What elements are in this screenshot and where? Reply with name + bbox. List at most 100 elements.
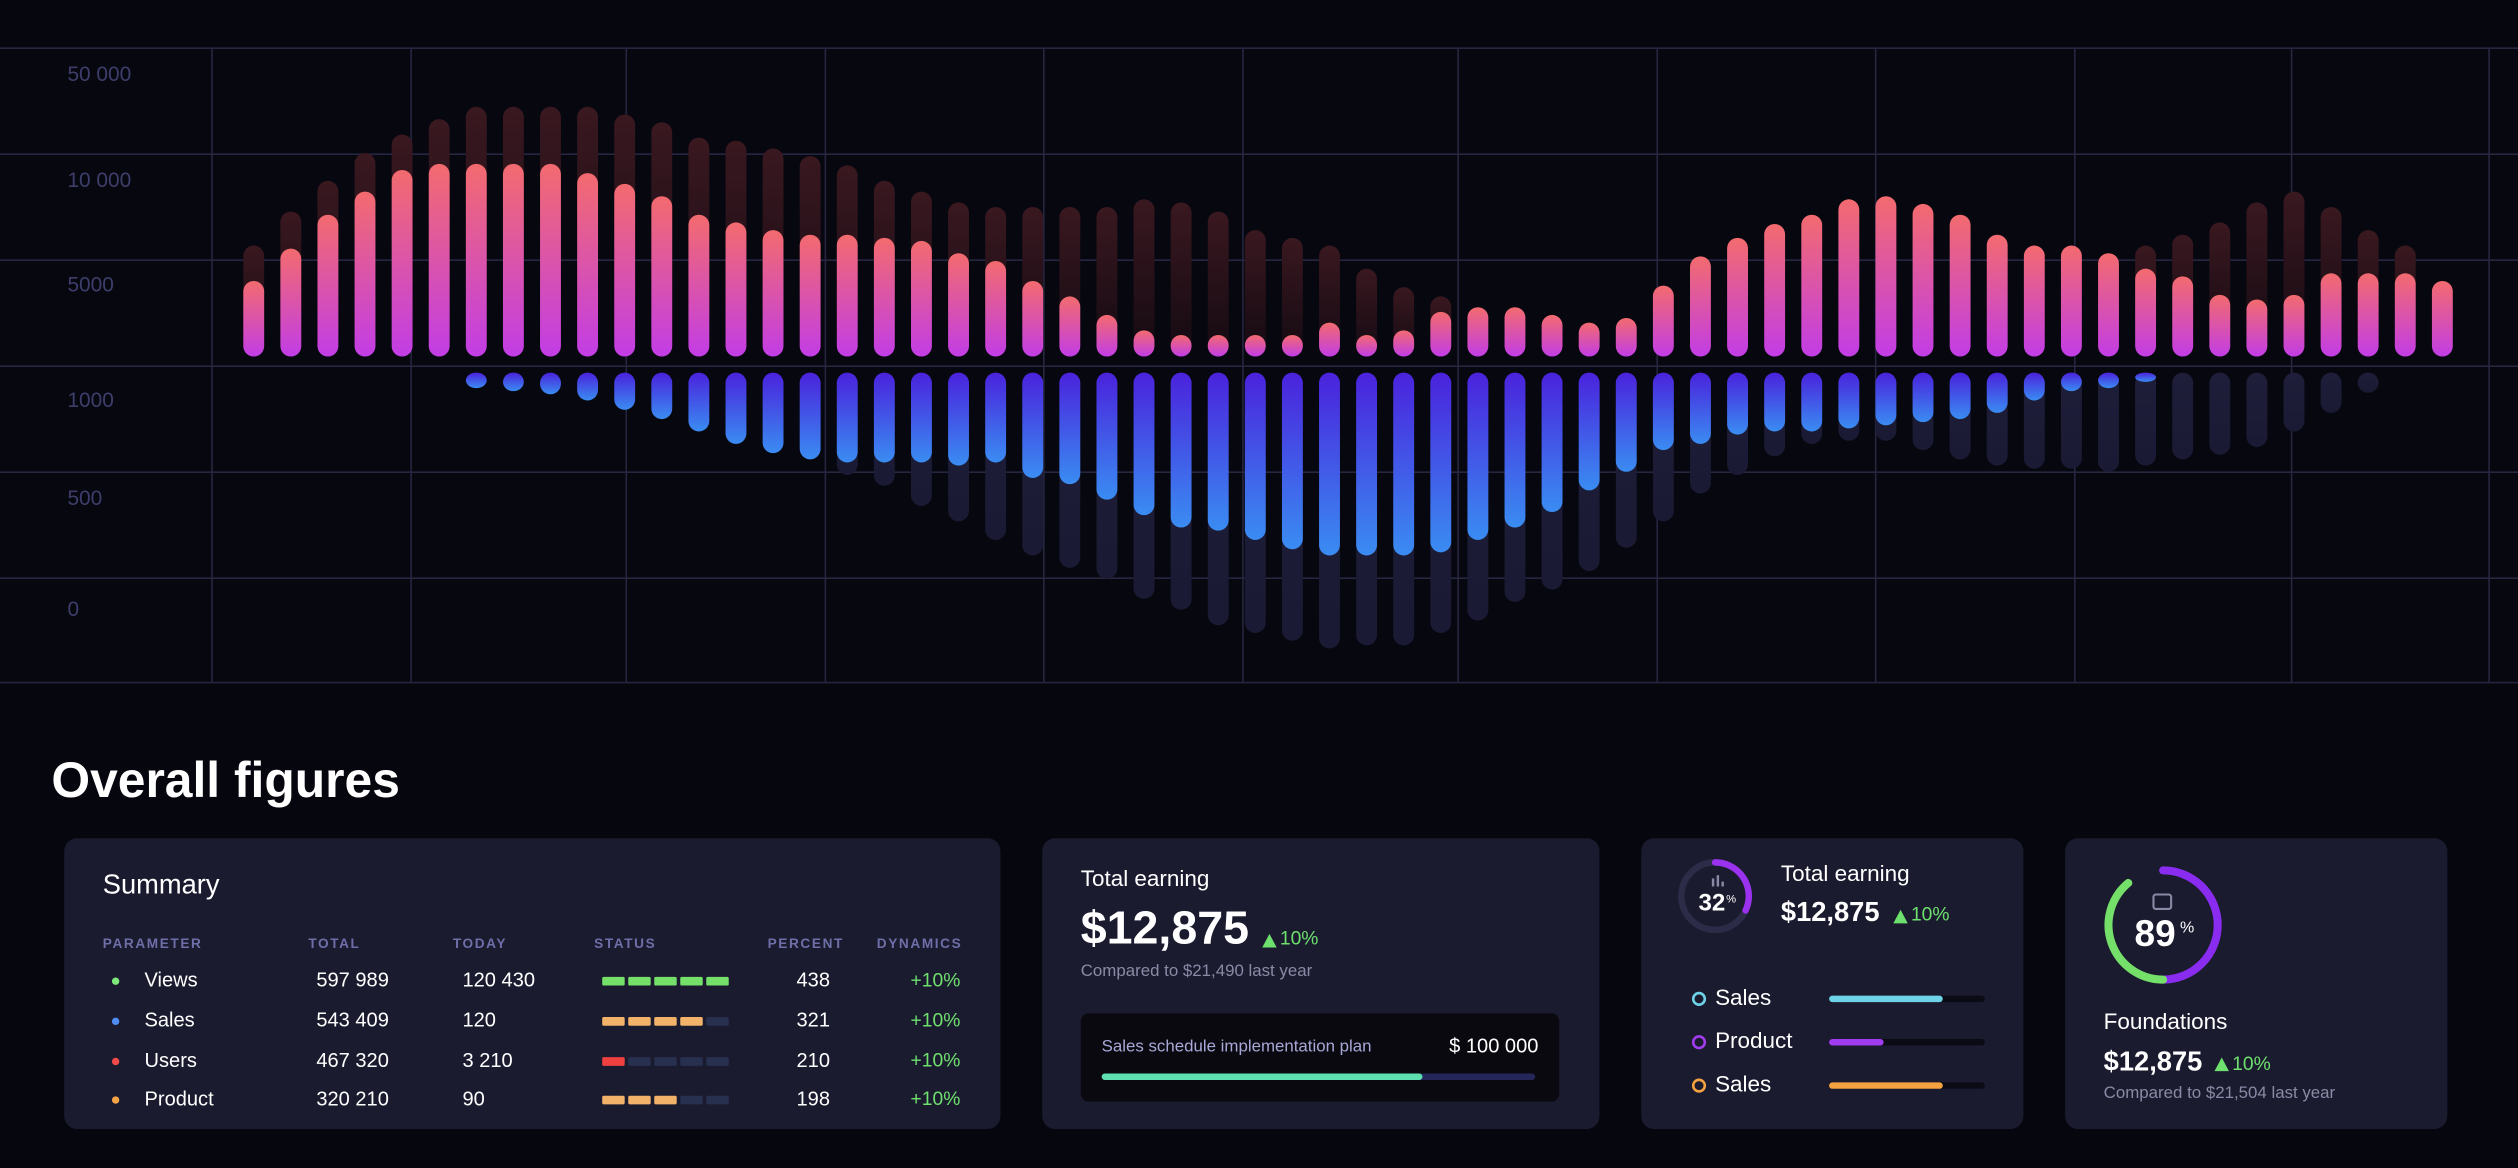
bar [1986,372,2008,413]
bar [2098,372,2119,389]
bar [725,372,747,444]
y-row-label: 0 [67,598,79,621]
bar [540,372,561,395]
row-today: 120 430 [462,970,535,992]
bar [1578,322,1600,357]
bar [1541,314,1563,357]
bar [651,196,673,357]
row-dynamics: +10% [911,1010,961,1031]
bar [1986,234,2008,357]
bar [1022,372,1044,478]
status-segment [628,1095,651,1105]
bar [2023,245,2045,357]
row-percent: 321 [797,1010,830,1032]
section-title: Overall figures [51,752,400,808]
status-segment [680,1017,703,1026]
bar [465,372,487,389]
bar [762,230,784,357]
bar [2172,276,2194,357]
bar [2394,273,2416,357]
bar [2283,294,2305,357]
row-name: Views [145,970,198,992]
bar [799,234,821,357]
note: Compared to $21,490 last year [1081,961,1313,980]
row-dot [111,977,120,985]
bar [1838,372,1860,429]
bar [1652,285,1674,357]
row-percent: 198 [797,1088,830,1110]
bar [2135,372,2157,382]
bar [1949,372,1971,420]
bar [1356,334,1378,357]
status-segment [654,976,677,986]
bar [1541,372,1563,513]
bar [502,163,524,357]
card-title: Foundations [2104,1009,2228,1034]
bar [1912,203,1934,357]
bar [1652,372,1674,451]
bar [1615,317,1637,357]
ring-arc [1711,859,1752,914]
bar [2135,268,2157,357]
amount: $12,875 [2104,1045,2203,1076]
column-header: TODAY [453,936,507,951]
bar [1690,372,1711,444]
bar [1356,372,1378,556]
status-segment [706,1095,729,1105]
bar [1170,334,1192,357]
bar [1504,372,1526,528]
bar [354,191,376,357]
row-dynamics: +10% [911,970,961,991]
status-segment [654,1017,677,1026]
legend-ring [1691,1035,1707,1050]
card-title: Total earning [1781,861,1910,886]
bar [873,372,895,463]
status-segment [706,976,729,986]
bar [502,372,524,392]
bar [911,372,932,463]
bar [1578,372,1600,491]
ring-unit: % [1726,893,1736,905]
bar [1467,372,1489,540]
y-row-label: 1000 [67,389,113,412]
bar [1096,314,1118,357]
bar [2209,372,2231,455]
bar [1764,223,1786,357]
bar [1764,372,1786,432]
bar [2246,372,2268,447]
bar [1467,307,1489,357]
bar [2357,273,2379,357]
status-segment [680,976,703,986]
bar [2320,273,2342,357]
bar [911,240,932,357]
bar [1170,372,1192,528]
status-segment [680,1057,703,1066]
bar [465,163,487,357]
bar [1133,372,1155,516]
status-segment [602,1095,625,1105]
bar [577,173,599,357]
row-dot [111,1057,120,1066]
bar [1615,372,1637,472]
bar [614,183,636,357]
bar [799,372,821,460]
status-segment [628,1017,651,1026]
legend-ring [1691,991,1707,1006]
progress-fill [1101,1073,1423,1080]
chart-grid [0,47,2518,684]
amount: $12,875 [1081,902,1249,954]
bar [1319,372,1340,556]
bar [280,248,302,357]
ring-arc [2104,878,2168,984]
status-segment [654,1095,677,1105]
bar [1727,237,1748,357]
column-header: STATUS [594,936,656,951]
item-bar [1829,1039,1884,1046]
bar [1430,372,1452,553]
cards: Summary PARAMETER TOTAL TODAY STATUS PERCENT D… [103,859,2336,1110]
column-header: PERCENT [768,936,844,951]
bar [1281,334,1303,357]
bar [2172,372,2194,460]
